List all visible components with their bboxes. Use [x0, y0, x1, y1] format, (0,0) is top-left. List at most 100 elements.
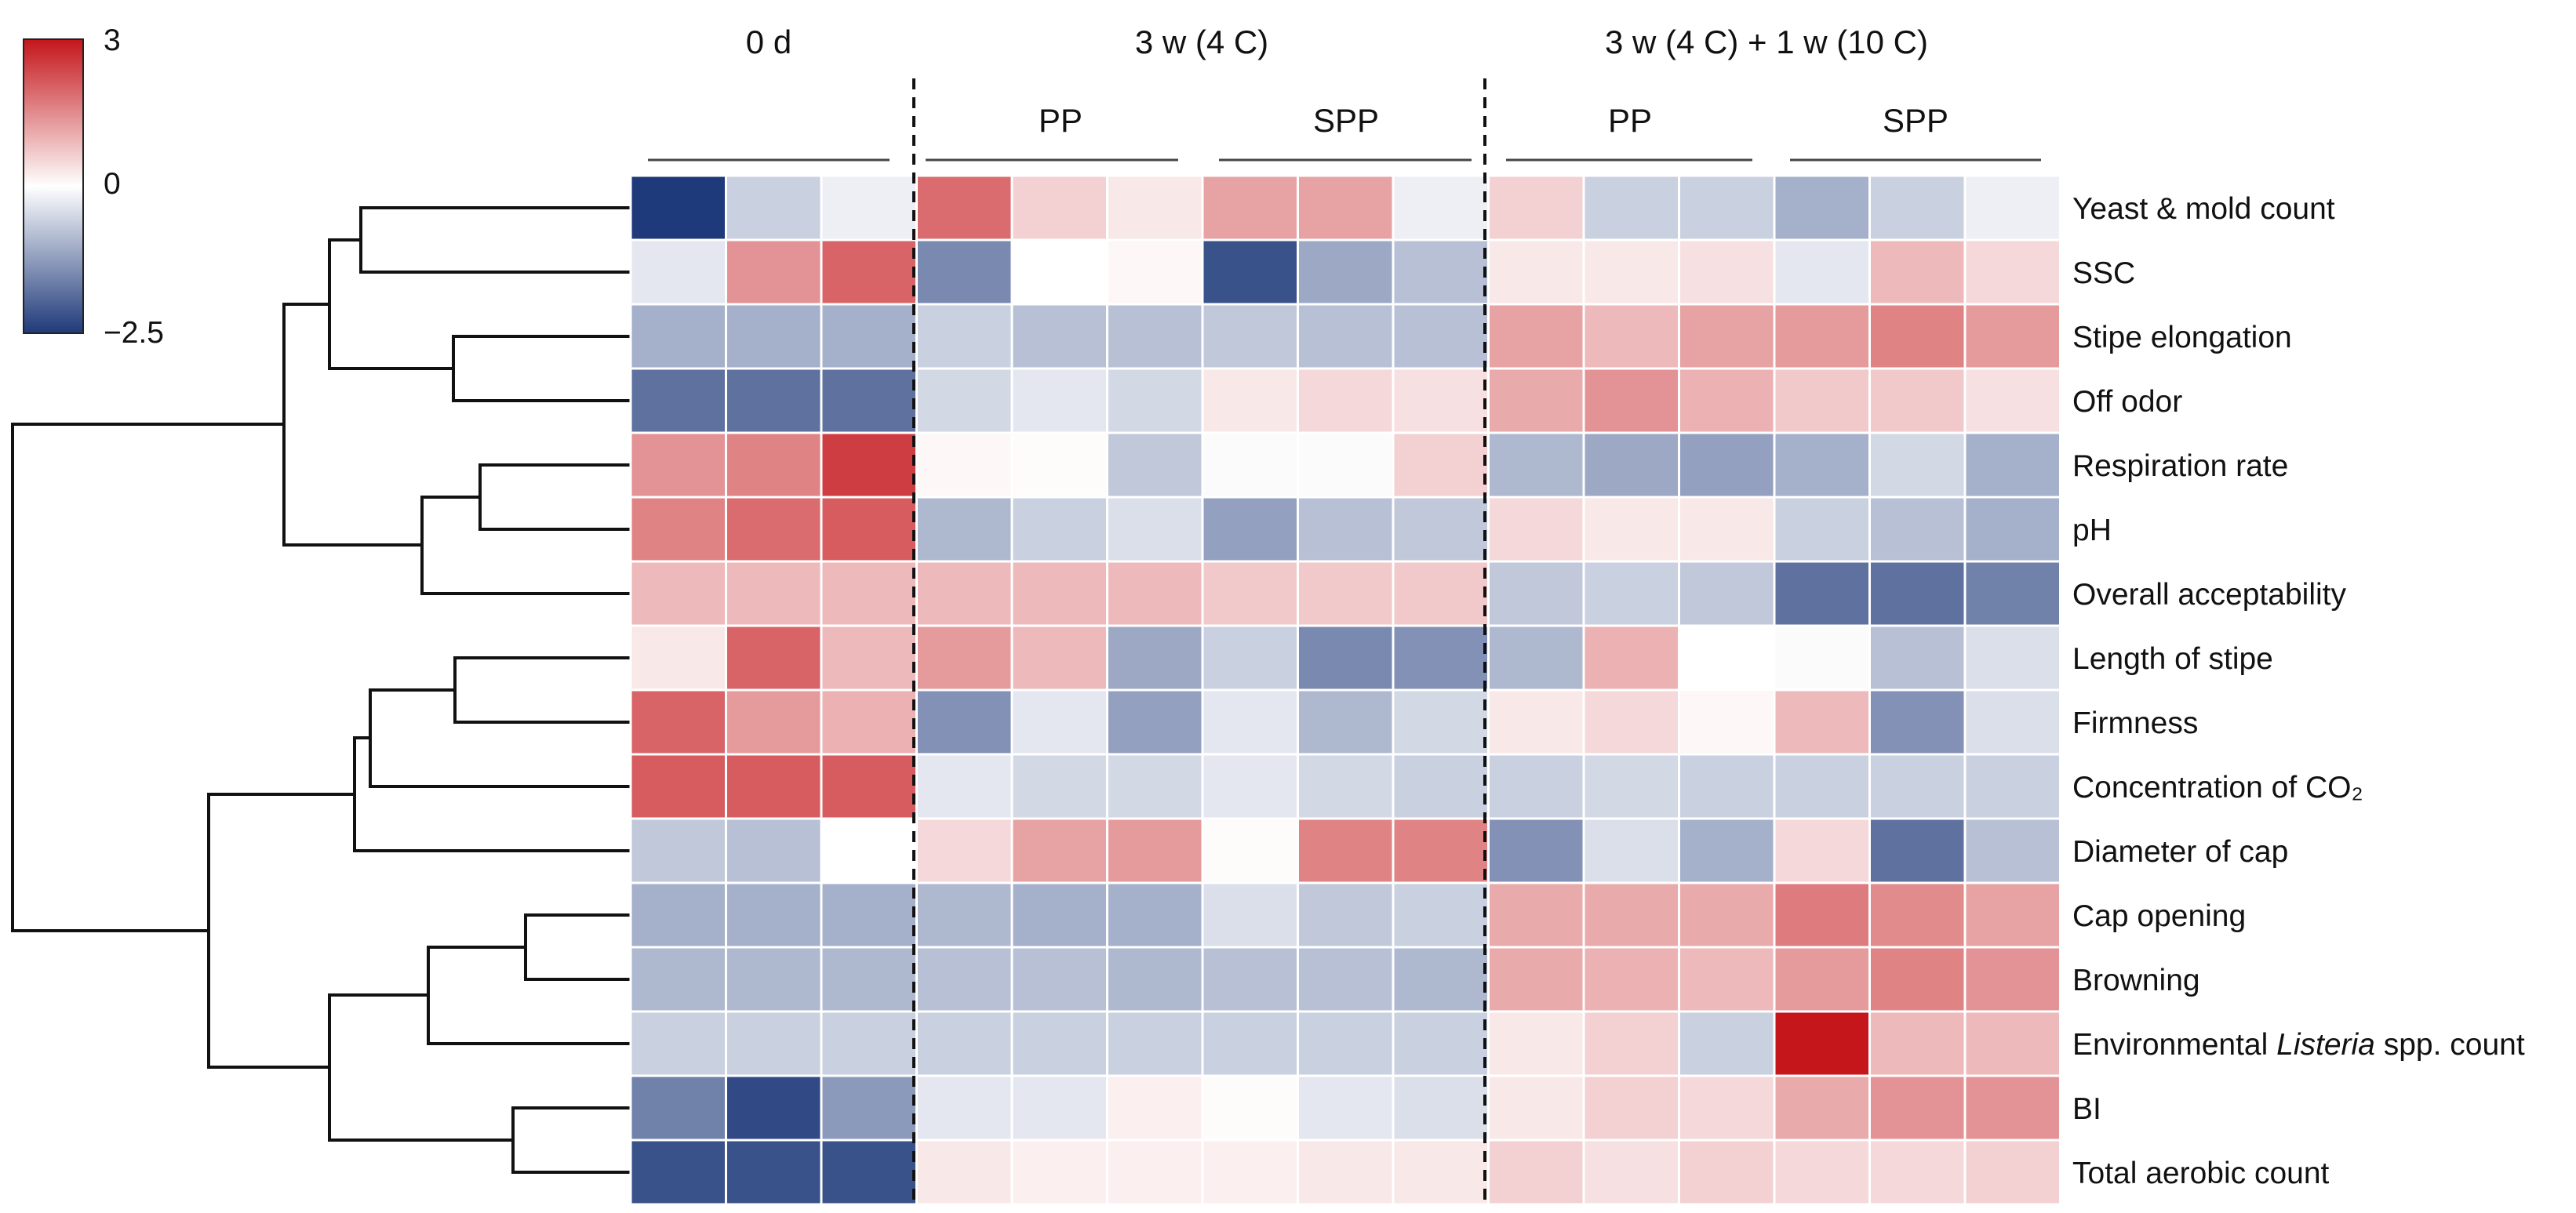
heatmap-cell — [1963, 1010, 2061, 1077]
colorbar-gradient — [23, 38, 84, 334]
heatmap-cell — [1010, 624, 1108, 692]
heatmap-cell — [1773, 1074, 1871, 1142]
heatmap-cell — [1582, 496, 1680, 563]
heatmap-cell — [915, 367, 1013, 434]
heatmap-cell — [1297, 753, 1395, 820]
heatmap-cell — [1010, 817, 1108, 884]
heatmap-cell — [1868, 174, 1967, 242]
heatmap-cell — [725, 1074, 823, 1142]
heatmap-cell — [1487, 496, 1585, 563]
heatmap-cell — [725, 753, 823, 820]
colorbar: 3 0 −2.5 — [23, 24, 164, 350]
heatmap-cell — [1392, 367, 1490, 434]
heatmap-cell — [1582, 817, 1680, 884]
dendro-branch — [453, 656, 631, 724]
heatmap-cell — [1201, 881, 1299, 949]
heatmap-cell — [1487, 238, 1585, 306]
dendro-branch — [11, 423, 284, 932]
heatmap-cell — [1010, 303, 1108, 370]
heatmap-cell — [1678, 238, 1776, 306]
heatmap-cell — [725, 303, 823, 370]
heatmap-cell — [820, 881, 918, 949]
heatmap-cell — [1963, 496, 2061, 563]
heatmap-cell — [1201, 1074, 1299, 1142]
subgroup-header-spp-1w: SPP — [1883, 102, 1948, 139]
row-label: Off odor — [2072, 385, 2182, 419]
dendro-branch — [452, 335, 631, 402]
heatmap-cell — [1201, 560, 1299, 627]
heatmap-cell — [1106, 303, 1204, 370]
colorbar-tick-zero: 0 — [104, 167, 121, 201]
heatmap-cell — [1582, 1074, 1680, 1142]
group-header-3w1w: 3 w (4 C) + 1 w (10 C) — [1605, 24, 1928, 60]
row-label: Overall acceptability — [2072, 578, 2346, 612]
heatmap-cell — [1106, 496, 1204, 563]
heatmap-cell — [1773, 303, 1871, 370]
heatmap-cell — [725, 238, 823, 306]
heatmap-cell — [725, 367, 823, 434]
heatmap-cell — [629, 560, 727, 627]
heatmap-cell — [1582, 1010, 1680, 1077]
heatmap-cell — [1392, 431, 1490, 499]
heatmap-cell — [1106, 881, 1204, 949]
heatmap-cell — [1582, 753, 1680, 820]
heatmap-cell — [1582, 431, 1680, 499]
row-labels: Yeast & mold count SSC Stipe elongation Off… — [2072, 192, 2525, 1190]
heatmap-cell — [1868, 367, 1967, 434]
heatmap-cell — [1297, 367, 1395, 434]
heatmap-cell — [1868, 688, 1967, 756]
heatmap-cell — [820, 1074, 918, 1142]
heatmap-cell — [725, 688, 823, 756]
heatmap-cell — [1963, 946, 2061, 1013]
heatmap-cell — [1297, 496, 1395, 563]
colorbar-tick-max: 3 — [104, 24, 121, 57]
heatmap-cell — [1010, 174, 1108, 242]
dendro-branch — [282, 303, 422, 547]
heatmap-cell — [1582, 174, 1680, 242]
heatmap-cell — [629, 1010, 727, 1077]
heatmap-cell — [1201, 496, 1299, 563]
heatmap-cell — [1106, 238, 1204, 306]
heatmap-cell — [629, 496, 727, 563]
heatmap-cells — [629, 174, 2061, 1206]
heatmap-cell — [1963, 560, 2061, 627]
colorbar-tick-min: −2.5 — [104, 316, 164, 350]
heatmap-cell — [915, 303, 1013, 370]
heatmap-cell — [1963, 1139, 2061, 1206]
heatmap-cell — [1297, 817, 1395, 884]
heatmap-cell — [1773, 431, 1871, 499]
heatmap-cell — [1392, 1139, 1490, 1206]
heatmap-cell — [1297, 431, 1395, 499]
heatmap-cell — [1678, 1074, 1776, 1142]
heatmap-cell — [1487, 1074, 1585, 1142]
heatmap-cell — [725, 174, 823, 242]
row-label: Cap opening — [2072, 899, 2246, 933]
heatmap-cell — [1963, 753, 2061, 820]
heatmap-cell — [820, 560, 918, 627]
heatmap-cell — [1963, 303, 2061, 370]
heatmap-cell — [1106, 946, 1204, 1013]
heatmap-cell — [629, 1074, 727, 1142]
heatmap-cell — [1297, 946, 1395, 1013]
heatmap-cell — [1010, 1010, 1108, 1077]
heatmap-cell — [1963, 174, 2061, 242]
heatmap-cell — [1106, 1139, 1204, 1206]
heatmap-cell — [1297, 881, 1395, 949]
heatmap-cell — [1868, 946, 1967, 1013]
heatmap-cell — [1010, 881, 1108, 949]
heatmap-cell — [1678, 174, 1776, 242]
subgroup-header-spp-3w: SPP — [1313, 102, 1379, 139]
heatmap-cell — [629, 624, 727, 692]
heatmap-cell — [1201, 753, 1299, 820]
heatmap-cell — [820, 367, 918, 434]
heatmap-cell — [1582, 688, 1680, 756]
heatmap-cell — [1392, 496, 1490, 563]
heatmap-cell — [1487, 560, 1585, 627]
heatmap-cell — [915, 1074, 1013, 1142]
heatmap-cell — [1392, 1010, 1490, 1077]
heatmap-cell — [915, 688, 1013, 756]
heatmap-cell — [1106, 753, 1204, 820]
dendro-branch — [207, 793, 355, 1069]
heatmap-cell — [1963, 688, 2061, 756]
heatmap-cell — [1201, 1139, 1299, 1206]
